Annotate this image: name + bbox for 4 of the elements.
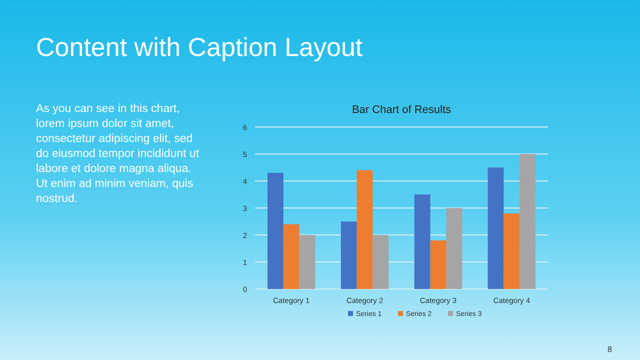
- text: 8: [608, 345, 613, 354]
- text: Content with Caption Layout: [36, 32, 364, 62]
- text: As you can see in this chart, lorem ipsum dolor sit amet, consectetur adipiscing elit, sed do eiusmod tempor incididunt ut labore et dolore magna aliqua. Ut enim ad minim veniam, quis nostrud.: [36, 103, 200, 205]
- chart-title: Bar Chart of Results: [352, 104, 452, 116]
